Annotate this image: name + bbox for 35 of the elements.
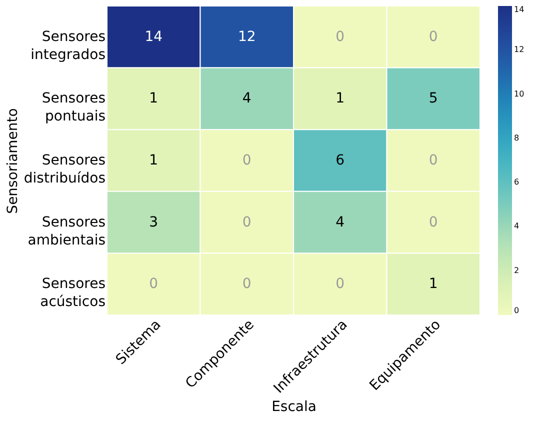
data-label: 0 bbox=[336, 276, 345, 292]
color-bar-label: 4 bbox=[514, 222, 520, 231]
x-axis-title: Escala bbox=[272, 398, 316, 415]
data-label: 1 bbox=[336, 90, 345, 107]
data-label: 1 bbox=[149, 152, 158, 168]
data-label: 0 bbox=[428, 214, 438, 230]
data-label: 6 bbox=[336, 152, 345, 168]
y-tick-label: Sensores acústicos bbox=[40, 276, 106, 310]
data-label: 1 bbox=[428, 276, 438, 292]
y-tick-label: Sensores distribuídos bbox=[24, 152, 106, 186]
data-label: 0 bbox=[428, 152, 438, 168]
data-label: 0 bbox=[149, 276, 158, 292]
color-bar-label: 8 bbox=[514, 133, 520, 142]
data-label: 14 bbox=[144, 28, 163, 45]
color-bar-label: 6 bbox=[514, 178, 520, 187]
y-axis-title: Sensoriamento bbox=[4, 108, 21, 214]
data-label: 12 bbox=[238, 28, 256, 45]
data-label: 0 bbox=[242, 276, 252, 292]
data-label: 0 bbox=[242, 214, 252, 230]
data-label: 4 bbox=[336, 214, 345, 230]
y-tick-label: Sensores ambientais bbox=[28, 214, 106, 248]
data-label: 0 bbox=[242, 152, 252, 168]
data-label: 5 bbox=[428, 90, 438, 107]
color-bar-label: 2 bbox=[514, 266, 520, 275]
color-bar-label: 0 bbox=[514, 306, 520, 315]
data-label: 1 bbox=[149, 90, 158, 107]
data-label: 0 bbox=[428, 28, 438, 45]
color-bar-label: 12 bbox=[514, 45, 524, 54]
y-tick-label: Sensores integrados bbox=[30, 28, 106, 63]
color-bar-label: 14 bbox=[514, 5, 524, 14]
y-tick-label: Sensores pontuais bbox=[42, 90, 106, 125]
data-label: 0 bbox=[336, 28, 345, 45]
data-label: 4 bbox=[242, 90, 252, 107]
color-bar-label: 10 bbox=[514, 89, 524, 98]
data-label: 3 bbox=[149, 214, 158, 230]
